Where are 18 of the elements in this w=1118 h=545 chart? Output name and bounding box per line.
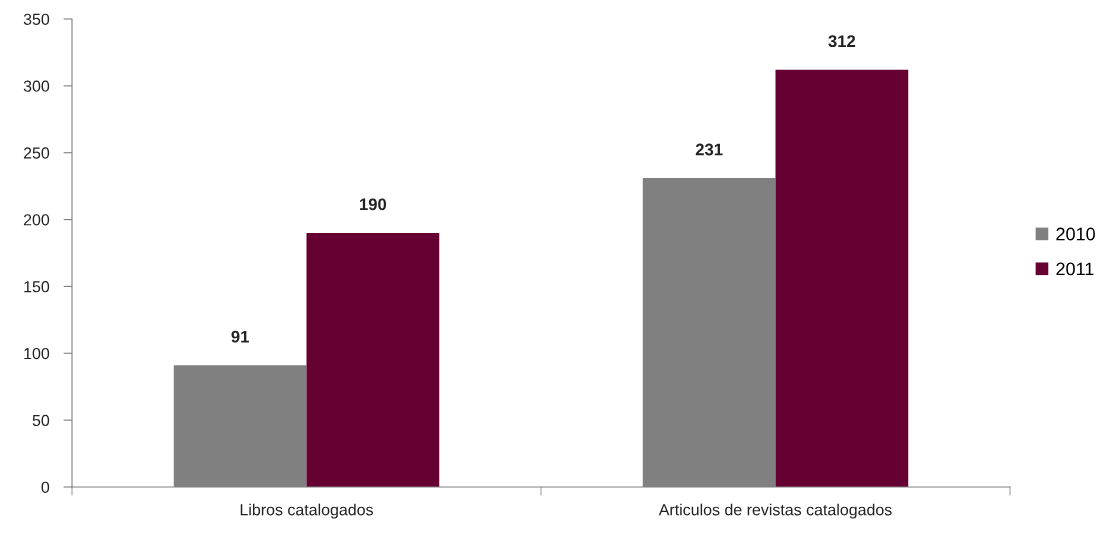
y-tick-label: 50 — [32, 414, 50, 427]
x-tick-label: Libros catalogados — [240, 503, 373, 519]
y-tick-label: 200 — [23, 214, 50, 226]
y-tick-label: 100 — [24, 347, 50, 360]
bar — [306, 232, 440, 487]
data-label: 231 — [695, 143, 723, 156]
data-label: 312 — [828, 35, 856, 48]
bar — [775, 69, 909, 487]
y-tick-label: 0 — [41, 481, 50, 493]
y-tick-label: 300 — [23, 80, 50, 92]
data-label: 190 — [360, 198, 387, 211]
x-tick-label: Articulos de revistas catalogados — [658, 503, 892, 519]
y-tick-label: 350 — [23, 13, 50, 25]
y-tick-label: 250 — [23, 147, 50, 159]
legend-label: 2011 — [1056, 262, 1094, 276]
y-tick-label: 150 — [24, 281, 50, 293]
data-label: 91 — [231, 330, 249, 343]
legend-label: 2010 — [1056, 227, 1095, 241]
